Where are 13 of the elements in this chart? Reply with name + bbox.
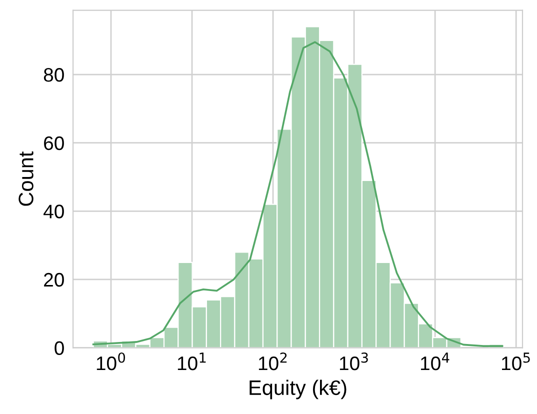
x-tick-label: 10$^{4}$ xyxy=(420,352,450,370)
y-tick-label: 40 xyxy=(44,204,64,218)
y-axis-title: Count xyxy=(18,151,34,206)
y-tick-label: 0 xyxy=(54,341,64,355)
x-axis-title: Equity (k€) xyxy=(250,380,346,400)
x-tick-label: 10$^{1}$ xyxy=(178,352,206,370)
x-tick-label: 10$^{3}$ xyxy=(340,352,368,370)
y-tick-label: 60 xyxy=(44,136,64,150)
x-tick-label: 10$^{5}$ xyxy=(502,352,530,370)
y-tick-label: 20 xyxy=(44,272,64,287)
x-tick-label: 10$^{2}$ xyxy=(258,352,287,370)
y-tick-label: 80 xyxy=(44,68,64,82)
x-tick-label: 10$^{0}$ xyxy=(96,352,126,370)
